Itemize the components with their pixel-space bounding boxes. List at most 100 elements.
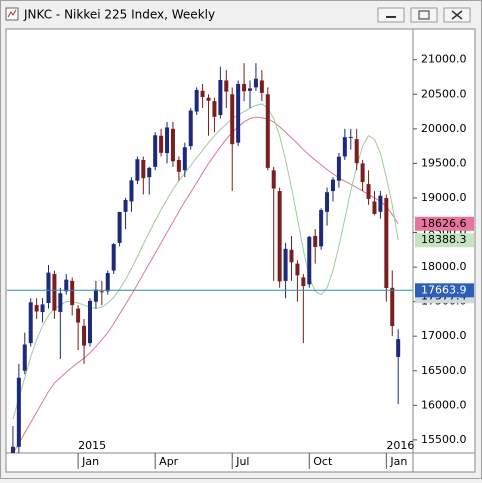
price-tag-label: 18388.3 [421, 233, 467, 246]
candle-body [82, 325, 87, 346]
candle-body [10, 446, 15, 453]
y-tick-label: 15500.0 [421, 433, 467, 446]
candle-body [313, 235, 318, 247]
candle-body [301, 277, 306, 287]
y-tick-label: 16000.0 [421, 398, 467, 411]
y-tick-label: 16500.0 [421, 364, 467, 377]
candle-body [224, 80, 229, 92]
close-icon [451, 10, 463, 20]
candle-body [28, 302, 33, 344]
window-icon-line [7, 9, 17, 18]
candle-body [212, 101, 217, 117]
chart-area [5, 28, 476, 473]
y-tick-label: 20000.0 [421, 122, 467, 135]
candle-body [188, 110, 193, 147]
candle-body [147, 167, 152, 178]
price-tag [415, 216, 474, 231]
y-tick-label: 19000.0 [421, 191, 467, 204]
candle-body [265, 94, 270, 168]
candle-body [46, 272, 51, 304]
moving-average [12, 103, 399, 420]
candle-body [159, 135, 164, 153]
candle-body [123, 199, 128, 212]
x-tick-label: Jan [389, 455, 407, 468]
candle-body [336, 156, 341, 181]
price-tag [415, 283, 474, 298]
candle-body [176, 159, 181, 172]
candle-body [319, 210, 324, 247]
candle-body [206, 97, 211, 101]
candle-body [165, 127, 170, 154]
candle-body [40, 304, 45, 312]
candle-body [360, 163, 365, 183]
year-label: 2015 [78, 439, 106, 452]
candle-body [170, 128, 175, 162]
candle-body [348, 136, 353, 138]
candle-body [253, 78, 258, 88]
x-tick-label: Jul [235, 455, 249, 468]
candle-body [87, 300, 92, 344]
candle-body [342, 137, 347, 157]
candle-body [248, 88, 253, 91]
candle-body [354, 139, 359, 164]
candle-body [295, 263, 300, 276]
candle-body [70, 280, 75, 306]
candle-body [325, 192, 330, 212]
candle-body [271, 170, 276, 189]
candle-body [117, 211, 122, 243]
maximize-button[interactable] [410, 7, 438, 23]
candle-body [289, 249, 294, 263]
candle-body [111, 244, 116, 271]
price-tag [415, 233, 474, 248]
candle-body [76, 308, 81, 323]
candle-body [242, 83, 247, 92]
candle-body [64, 279, 69, 292]
candle-body [218, 80, 223, 116]
candle-body [307, 236, 312, 285]
candle-body [22, 344, 27, 371]
candle-body [58, 293, 63, 312]
y-tick-label: 19500.0 [421, 156, 467, 169]
y-tick-label: 21000.0 [421, 53, 467, 66]
candle-body [366, 184, 371, 199]
candle-body [129, 180, 134, 202]
candle-body [378, 195, 383, 212]
candle-body [93, 289, 98, 302]
candle-body [200, 90, 205, 97]
y-tick-label: 20500.0 [421, 87, 467, 100]
maximize-icon [418, 10, 430, 20]
y-tick-label: 18000.0 [421, 260, 467, 273]
moving-average [12, 116, 399, 453]
price-tag-label: 17663.9 [421, 283, 467, 296]
year-label: 2016 [386, 439, 414, 452]
price-tag-label: 18626.6 [421, 217, 467, 230]
candle-body [277, 191, 282, 282]
x-tick-label: Jan [81, 455, 99, 468]
candle-body [283, 248, 288, 281]
candle-body [330, 179, 335, 192]
candle-body [194, 89, 199, 112]
minimize-button[interactable] [377, 7, 405, 23]
y-tick-label: 17000.0 [421, 329, 467, 342]
candle-body [153, 135, 158, 167]
candle-body [396, 339, 401, 357]
candle-body [141, 159, 146, 179]
candle-body [372, 201, 377, 214]
candle-body [52, 273, 57, 311]
window-title: JNKC - Nikkei 225 Index, Weekly [23, 8, 215, 22]
candle-body [384, 197, 389, 289]
candle-body [105, 273, 110, 292]
candle-body [16, 377, 21, 447]
x-tick-label: Apr [159, 455, 179, 468]
candle-body [236, 83, 241, 143]
candle-body [259, 80, 264, 93]
candle-body [135, 159, 140, 181]
candle-body [34, 305, 39, 312]
candle-body [182, 147, 187, 171]
x-tick-label: Oct [313, 455, 333, 468]
candle-body [390, 287, 395, 327]
candle-body [230, 94, 235, 145]
candle-body [99, 291, 104, 293]
